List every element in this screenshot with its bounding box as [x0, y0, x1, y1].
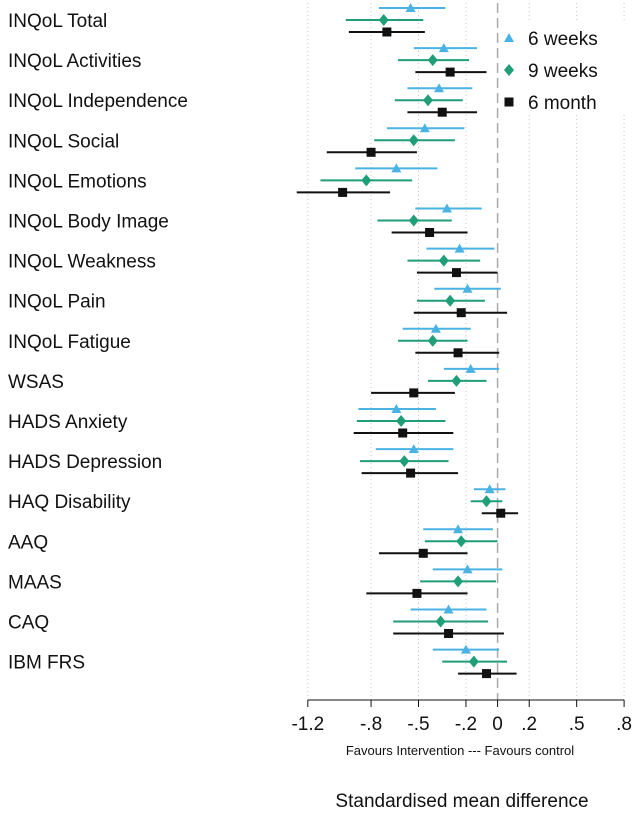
- point-estimate: [427, 54, 438, 67]
- x-tick-label: .8: [616, 714, 632, 735]
- point-estimate: [405, 3, 416, 12]
- point-estimate: [444, 629, 454, 638]
- point-estimate: [453, 575, 464, 588]
- point-estimate: [445, 294, 456, 307]
- point-estimate: [408, 444, 419, 454]
- point-estimate: [423, 94, 433, 107]
- point-estimate: [406, 468, 416, 478]
- point-estimate: [481, 495, 492, 508]
- point-estimate: [460, 644, 471, 654]
- point-estimate: [338, 187, 348, 197]
- outcome-labels: INQoL Total INQoL Activities INQoL Indepen…: [8, 11, 188, 674]
- x-tick-label: .5: [569, 714, 585, 735]
- point-estimate: [399, 455, 410, 468]
- point-estimate: [462, 564, 473, 574]
- outcome-label: INQoL Emotions: [8, 171, 147, 192]
- legend-marker: [504, 64, 514, 76]
- point-estimate: [438, 254, 449, 267]
- point-estimate: [425, 228, 435, 237]
- point-estimate: [434, 83, 445, 93]
- point-estimate: [462, 283, 473, 293]
- series-6-month: [296, 27, 519, 679]
- outcome-label: INQoL Independence: [8, 91, 188, 112]
- point-estimate: [382, 27, 392, 37]
- point-estimate: [409, 388, 419, 398]
- point-estimate: [456, 535, 467, 548]
- point-estimate: [391, 404, 402, 413]
- point-estimate: [454, 243, 465, 253]
- point-estimate: [484, 484, 495, 494]
- outcome-label: MAAS: [8, 572, 62, 593]
- point-estimate: [453, 348, 463, 358]
- x-tick-label: .2: [521, 714, 537, 735]
- legend-marker: [504, 97, 514, 107]
- point-estimate: [496, 508, 506, 518]
- outcome-label: INQoL Social: [8, 131, 119, 152]
- outcome-label: HADS Depression: [8, 452, 162, 473]
- x-axis-title: Standardised mean difference: [335, 791, 588, 812]
- point-estimate: [366, 147, 376, 157]
- outcome-label: IBM FRS: [8, 653, 85, 674]
- outcome-label: INQoL Fatigue: [8, 332, 131, 353]
- point-estimate: [438, 43, 449, 53]
- point-estimate: [408, 214, 419, 227]
- point-estimate: [465, 363, 476, 373]
- point-estimate: [451, 374, 462, 387]
- series-marks: [296, 3, 519, 679]
- outcome-label: INQoL Total: [8, 11, 107, 32]
- favours-caption: Favours Intervention --- Favours control: [346, 743, 574, 758]
- x-tick-label: 0: [492, 714, 503, 735]
- x-tick-label: -.5: [407, 714, 429, 735]
- point-estimate: [419, 123, 430, 133]
- point-estimate: [441, 203, 452, 213]
- outcome-label: HAQ Disability: [8, 492, 131, 513]
- point-estimate: [412, 588, 422, 598]
- x-axis: -1.2 -.8 -.5 -.2 0 .2 .5 .8: [291, 699, 632, 735]
- x-tick-label: -1.2: [291, 714, 324, 735]
- legend-background: [500, 22, 628, 114]
- point-estimate: [430, 323, 441, 333]
- x-tick-label: -.2: [455, 714, 477, 735]
- point-estimate: [396, 415, 407, 427]
- point-estimate: [427, 334, 438, 347]
- point-estimate: [398, 428, 408, 438]
- point-estimate: [451, 268, 461, 278]
- point-estimate: [482, 669, 492, 679]
- outcome-label: HADS Anxiety: [8, 412, 128, 433]
- legend: 6 weeks 9 weeks 6 month: [500, 22, 628, 114]
- legend-label: 6 weeks: [528, 29, 598, 50]
- outcome-label: WSAS: [8, 372, 64, 393]
- series-6-weeks: [355, 3, 506, 654]
- point-estimate: [418, 548, 428, 558]
- legend-label: 6 month: [528, 93, 597, 114]
- point-estimate: [378, 14, 389, 26]
- outcome-label: CAQ: [8, 613, 49, 634]
- outcome-label: INQoL Activities: [8, 51, 141, 72]
- outcome-label: AAQ: [8, 532, 48, 553]
- point-estimate: [456, 308, 466, 318]
- outcome-label: INQoL Body Image: [8, 212, 169, 233]
- point-estimate: [453, 524, 464, 534]
- x-tick-label: -.8: [360, 714, 382, 735]
- outcome-label: INQoL Pain: [8, 292, 106, 313]
- legend-label: 9 weeks: [528, 61, 598, 82]
- point-estimate: [361, 174, 372, 187]
- point-estimate: [437, 107, 447, 117]
- point-estimate: [443, 604, 454, 614]
- grid-lines: [307, 3, 625, 700]
- point-estimate: [445, 67, 455, 77]
- point-estimate: [391, 163, 402, 173]
- outcome-label: INQoL Weakness: [8, 252, 156, 273]
- point-estimate: [408, 134, 419, 147]
- legend-marker: [504, 33, 514, 42]
- point-estimate: [435, 615, 446, 628]
- series-9-weeks: [320, 14, 508, 668]
- point-estimate: [468, 655, 479, 668]
